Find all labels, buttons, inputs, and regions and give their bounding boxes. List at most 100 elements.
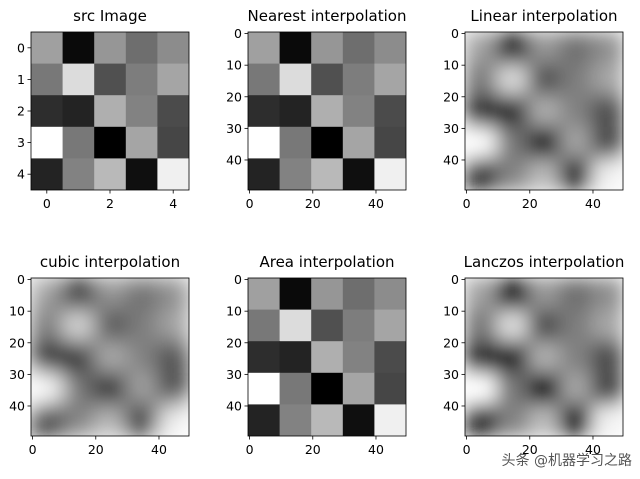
pixel — [374, 404, 406, 436]
y-tick-label: 40 — [443, 398, 459, 413]
pixel — [342, 341, 375, 374]
pixel — [279, 278, 312, 311]
y-tick-label: 20 — [226, 89, 242, 104]
pixel — [591, 278, 623, 311]
y-tick-label: 30 — [443, 367, 459, 382]
pixel — [62, 126, 95, 159]
y-tick-label: 10 — [9, 304, 25, 319]
pixel — [591, 95, 623, 128]
pixel — [157, 63, 189, 96]
pixel — [342, 309, 375, 342]
pixel — [496, 309, 529, 342]
pixel — [157, 158, 189, 190]
pixel — [374, 309, 406, 342]
pixel — [465, 341, 498, 374]
pixel — [157, 95, 189, 128]
pixel — [528, 63, 561, 96]
pixel — [248, 309, 281, 342]
pixel — [342, 32, 375, 65]
pixel — [248, 372, 281, 405]
pixel — [591, 32, 623, 65]
pixel — [465, 32, 498, 65]
pixel — [125, 309, 158, 342]
y-tick-label: 10 — [226, 304, 242, 319]
pixel — [279, 32, 312, 65]
pixel — [94, 126, 127, 159]
y-tick-label: 40 — [443, 152, 459, 167]
pixel — [496, 126, 529, 159]
pixel — [528, 158, 561, 190]
y-tick-label: 20 — [226, 335, 242, 350]
pixel — [248, 32, 281, 65]
pixel — [559, 63, 592, 96]
pixel — [465, 158, 498, 190]
x-tick-label: 40 — [151, 442, 167, 457]
pixel — [31, 158, 64, 190]
y-tick-label: 0 — [234, 272, 242, 287]
pixel — [374, 341, 406, 374]
pixel — [528, 32, 561, 65]
y-tick-label: 30 — [443, 121, 459, 136]
y-tick-label: 30 — [226, 121, 242, 136]
pixel — [157, 32, 189, 65]
image — [248, 32, 406, 190]
x-tick-label: 40 — [585, 196, 601, 211]
pixel — [591, 372, 623, 405]
y-tick-label: 0 — [17, 272, 25, 287]
pixel — [125, 278, 158, 311]
pixel — [528, 341, 561, 374]
y-tick-label: 40 — [226, 152, 242, 167]
x-tick-label: 0 — [246, 442, 254, 457]
pixel — [62, 278, 95, 311]
pixel — [31, 278, 64, 311]
pixel — [559, 126, 592, 159]
pixel — [591, 404, 623, 436]
pixel — [248, 126, 281, 159]
pixel — [342, 158, 375, 190]
pixel — [528, 278, 561, 311]
pixel — [125, 404, 158, 436]
pixel — [374, 63, 406, 96]
y-tick-label: 10 — [443, 58, 459, 73]
pixel — [31, 309, 64, 342]
pixel — [311, 309, 344, 342]
pixel — [528, 126, 561, 159]
pixel — [248, 95, 281, 128]
pixel — [248, 158, 281, 190]
pixel — [342, 278, 375, 311]
pixel — [465, 278, 498, 311]
pixel — [157, 404, 189, 436]
y-tick-label: 10 — [443, 304, 459, 319]
pixel — [31, 32, 64, 65]
pixel — [559, 341, 592, 374]
image — [31, 278, 189, 436]
y-tick-label: 1 — [17, 72, 25, 87]
x-tick-label: 0 — [463, 196, 471, 211]
pixel — [279, 63, 312, 96]
pixel — [559, 309, 592, 342]
image — [31, 32, 189, 190]
x-tick-label: 20 — [522, 442, 538, 457]
pixel — [62, 404, 95, 436]
pixel — [528, 404, 561, 436]
pixel — [311, 32, 344, 65]
pixel — [311, 158, 344, 190]
axes-frame — [464, 277, 624, 437]
pixel — [94, 372, 127, 405]
pixel — [374, 32, 406, 65]
x-tick-label: 40 — [368, 442, 384, 457]
pixel — [279, 404, 312, 436]
pixel — [496, 341, 529, 374]
pixel — [591, 126, 623, 159]
y-tick-label: 0 — [17, 40, 25, 55]
x-tick-label: 20 — [305, 196, 321, 211]
pixel — [559, 158, 592, 190]
pixel — [374, 372, 406, 405]
pixel — [311, 404, 344, 436]
pixel — [374, 126, 406, 159]
pixel — [125, 372, 158, 405]
y-tick-label: 3 — [17, 135, 25, 150]
x-tick-label: 20 — [305, 442, 321, 457]
pixel — [496, 278, 529, 311]
subplot-title: Area interpolation — [259, 253, 394, 271]
